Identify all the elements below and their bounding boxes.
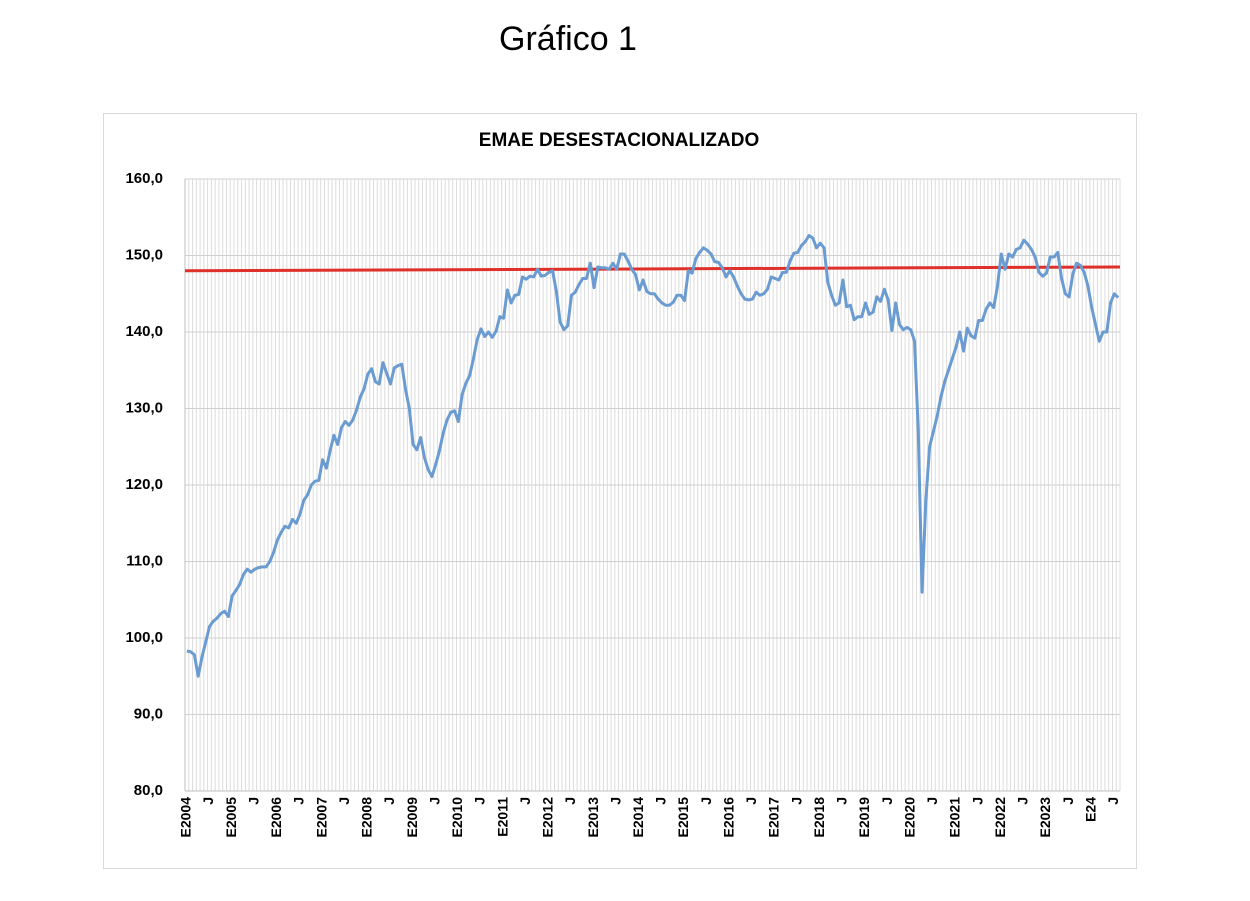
y-tick-label: 100,0 [125,629,163,646]
x-tick-label: J [743,797,759,805]
x-tick-label: J [245,797,261,805]
x-tick-label: E2005 [223,797,239,838]
x-tick-label: J [562,797,578,805]
x-tick-label: E2017 [766,797,782,838]
x-tick-label: E2016 [720,797,736,838]
x-tick-label: J [200,797,216,805]
x-tick-label: E2021 [947,797,963,838]
trend-line [184,265,1121,273]
page-title: Gráfico 1 [499,20,637,58]
x-tick-label: J [381,797,397,805]
x-tick-label: E2008 [359,797,375,838]
chart-title: EMAE DESESTACIONALIZADO [479,130,759,151]
chart-frame [103,113,1137,869]
x-tick-label: J [336,797,352,805]
y-tick-label: 110,0 [126,552,163,569]
x-tick-label: J [969,797,985,805]
x-tick-label: J [291,797,307,805]
x-tick-label: J [924,797,940,805]
x-tick-label: J [834,797,850,805]
x-tick-label: E2007 [313,797,329,838]
x-tick-label: J [698,797,714,805]
x-tick-label: E2009 [404,797,420,838]
data-line [186,234,1120,678]
x-tick-label: E2014 [630,797,646,838]
x-tick-label: E2015 [675,797,691,838]
x-tick-label: E2011 [494,797,510,837]
x-tick-label: J [879,797,895,805]
y-tick-label: 150,0 [125,246,163,263]
x-tick-label: E2020 [901,797,917,838]
x-tick-label: J [517,797,533,805]
x-tick-label: E24 [1082,797,1098,822]
x-tick-label: J [426,797,442,805]
x-tick-label: J [1105,797,1121,805]
y-tick-label: 140,0 [125,323,163,340]
x-tick-label: E2012 [540,797,556,838]
y-tick-label: 80,0 [134,782,163,799]
y-tick-label: 120,0 [125,476,163,493]
x-tick-label: E2006 [268,797,284,838]
x-tick-label: E2013 [585,797,601,838]
x-tick-label: E2004 [178,797,194,838]
x-tick-label: E2018 [811,797,827,838]
x-tick-label: J [653,797,669,805]
x-tick-label: E2023 [1037,797,1053,838]
x-tick-label: J [788,797,804,805]
y-tick-label: 90,0 [134,705,163,722]
x-tick-label: E2019 [856,797,872,838]
x-tick-label: J [1015,797,1031,805]
x-tick-label: E2010 [449,797,465,838]
y-tick-label: 130,0 [125,399,163,416]
x-tick-label: J [1060,797,1076,805]
y-tick-label: 160,0 [125,170,163,187]
x-tick-label: J [607,797,623,805]
x-tick-label: E2022 [992,797,1008,838]
x-tick-label: J [472,797,488,805]
